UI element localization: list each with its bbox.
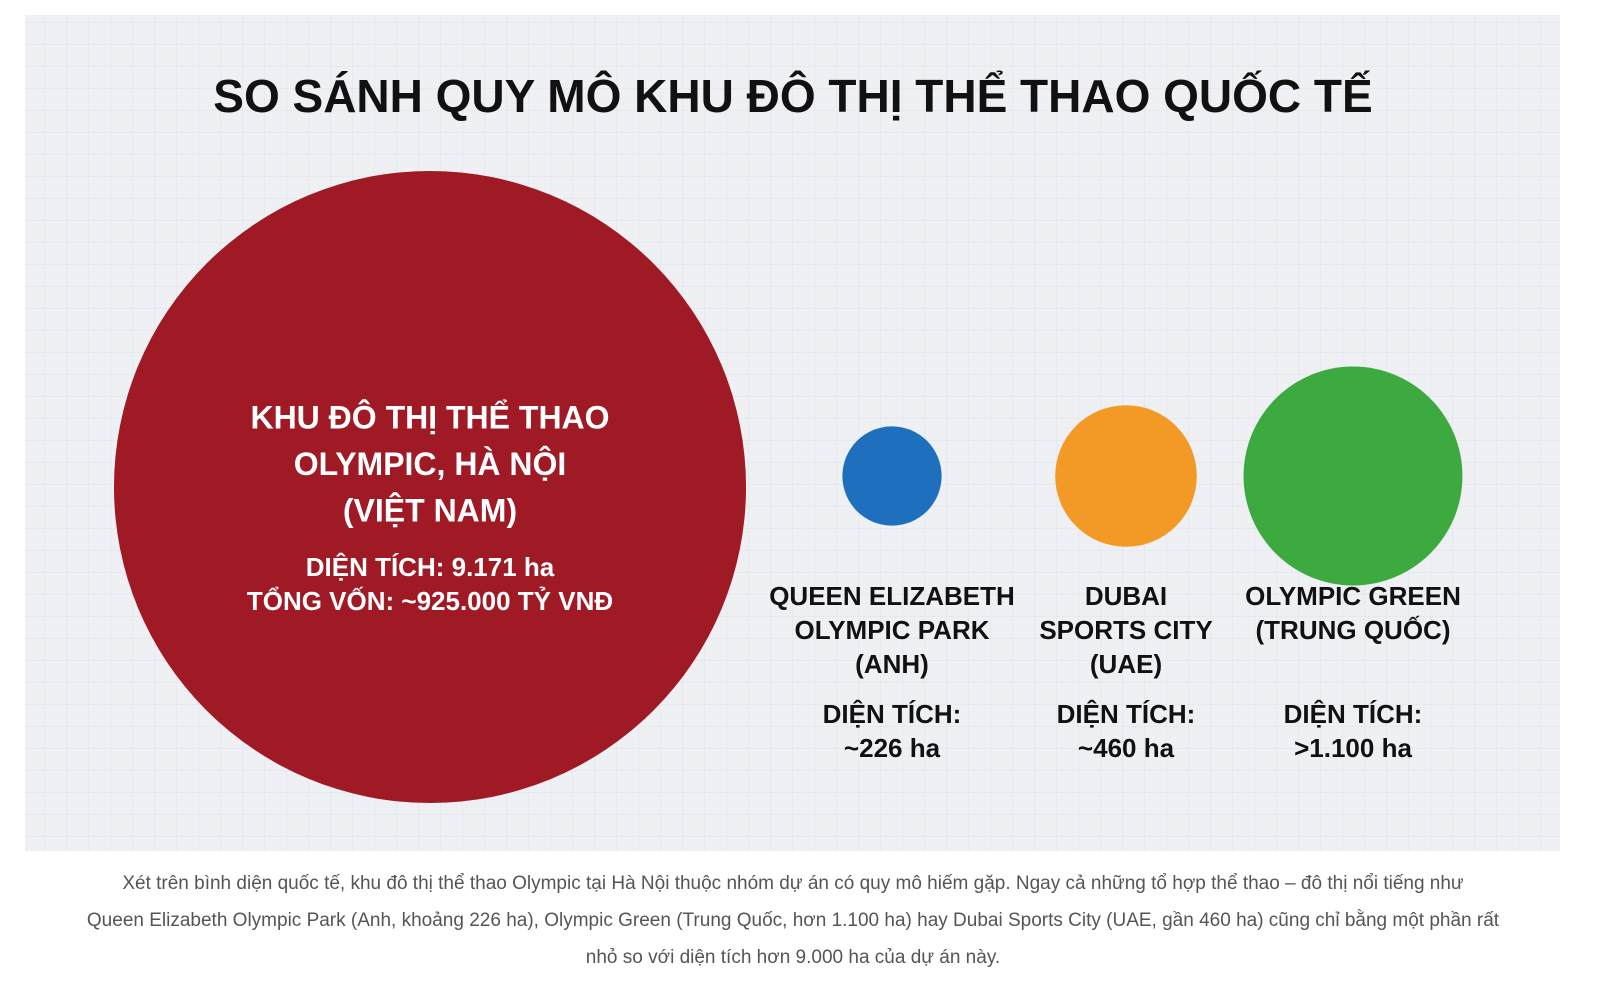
caption-line: nhỏ so với diện tích hơn 9.000 ha của dự… — [586, 947, 1000, 968]
annotation: TỔNG VỐN: ~925.000 TỶ VNĐ — [247, 586, 613, 616]
category-label: OLYMPIC GREEN — [1245, 581, 1461, 611]
category-label: QUEEN ELIZABETH — [769, 581, 1015, 611]
bubble — [842, 426, 942, 526]
chart-title: SO SÁNH QUY MÔ KHU ĐÔ THỊ THỂ THAO QUỐC … — [213, 70, 1372, 122]
category-label: DUBAI — [1085, 581, 1167, 611]
category-label: OLYMPIC PARK — [794, 615, 989, 645]
caption-line: Queen Elizabeth Olympic Park (Anh, khoản… — [87, 909, 1500, 931]
value-label: DIỆN TÍCH: 9.171 ha — [306, 552, 555, 582]
value-label: ~460 ha — [1078, 733, 1175, 763]
category-label: KHU ĐÔ THỊ THỂ THAO — [250, 399, 609, 435]
category-label: SPORTS CITY — [1039, 615, 1212, 645]
value-label: DIỆN TÍCH: — [1284, 699, 1423, 729]
value-label: ~226 ha — [844, 733, 941, 763]
category-label: (UAE) — [1090, 649, 1162, 679]
value-label: DIỆN TÍCH: — [1057, 699, 1196, 729]
bubble — [1243, 366, 1463, 586]
value-label: DIỆN TÍCH: — [823, 699, 962, 729]
category-label: OLYMPIC, HÀ NỘI — [294, 446, 567, 482]
value-label: >1.100 ha — [1294, 733, 1412, 763]
category-label: (VIỆT NAM) — [343, 492, 517, 528]
bubble — [1055, 405, 1197, 547]
category-label: (TRUNG QUỐC) — [1256, 615, 1451, 645]
bubble — [113, 170, 747, 804]
caption-line: Xét trên bình diện quốc tế, khu đô thị t… — [122, 873, 1464, 894]
category-label: (ANH) — [855, 649, 929, 679]
